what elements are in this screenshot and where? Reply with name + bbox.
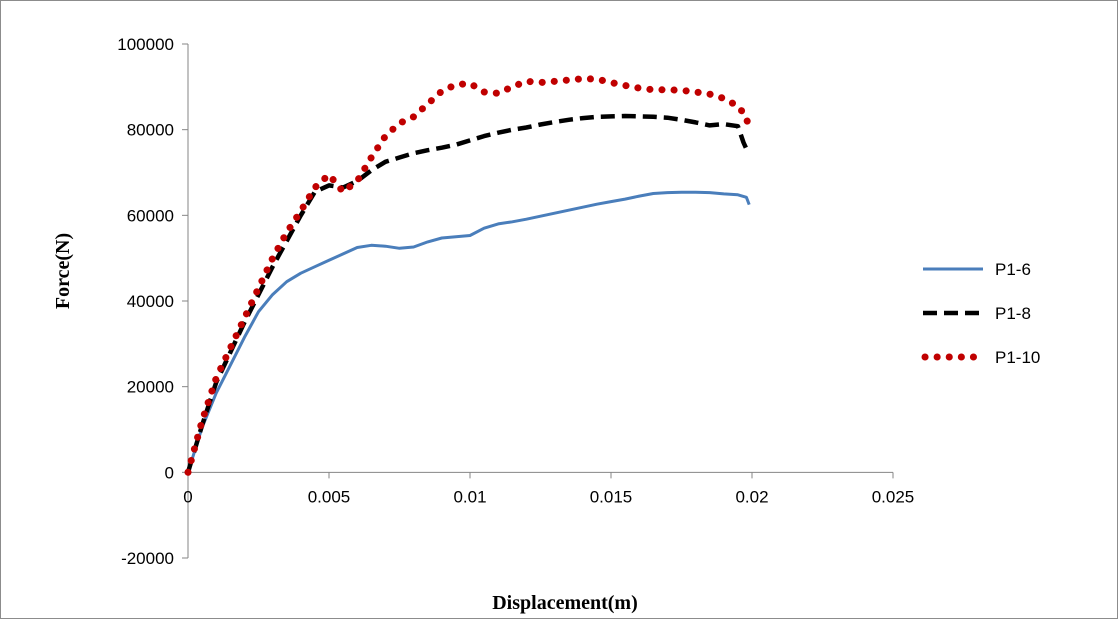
y-tick-label: 80000 — [127, 121, 174, 140]
y-tick-label: 0 — [165, 463, 174, 482]
legend-label-P1-8: P1-8 — [995, 304, 1031, 323]
legend-label-P1-6: P1-6 — [995, 260, 1031, 279]
series-line-P1-8 — [185, 113, 749, 473]
y-axis-title: Force(N) — [52, 233, 74, 309]
tick-labels: -20000 0 20000 40000 60000 80000 100000 0 0.005 0… — [117, 35, 914, 568]
x-tick-label: 0.025 — [872, 487, 915, 506]
series-line-P1-10 — [184, 75, 753, 476]
legend-label-P1-10: P1-10 — [995, 348, 1040, 367]
x-tick-label: 0.01 — [453, 487, 486, 506]
series-line-P1-6 — [186, 190, 751, 473]
x-tick-label: 0 — [183, 487, 192, 506]
plot-area — [184, 75, 753, 476]
y-tick-label: -20000 — [121, 549, 174, 568]
x-tick-label: 0.015 — [590, 487, 633, 506]
x-tick-label: 0.005 — [308, 487, 351, 506]
legend: P1-6 P1-8 P1-10 — [921, 260, 1040, 367]
x-tick-label: 0.02 — [735, 487, 768, 506]
y-tick-label: 100000 — [117, 35, 174, 54]
axes — [182, 43, 894, 559]
y-tick-label: 20000 — [127, 378, 174, 397]
y-tick-label: 60000 — [127, 206, 174, 225]
x-axis-title: Displacement(m) — [492, 592, 638, 614]
y-tick-label: 40000 — [127, 292, 174, 311]
